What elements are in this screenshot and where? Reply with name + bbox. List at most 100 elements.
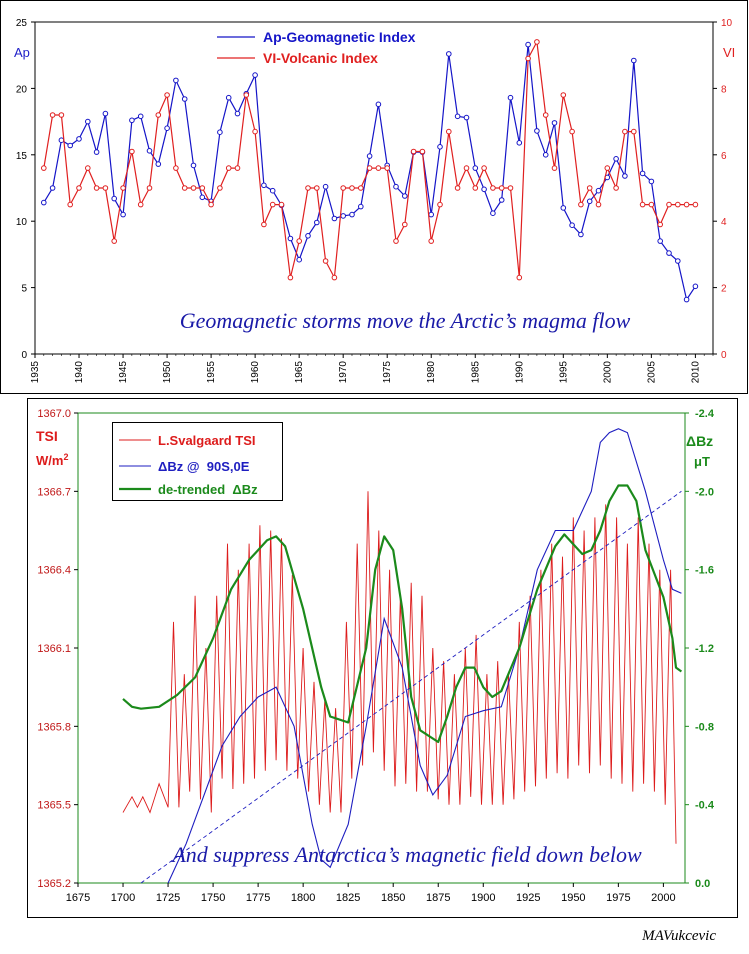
top-series-1-point-15 (173, 165, 179, 171)
top-x-tick-label-15: 2010 (690, 361, 701, 384)
top-series-0-point-49 (472, 165, 479, 171)
top-series-1-point-28 (287, 274, 294, 281)
bottom-chart: 1675 1700 1725 1750 1775 1800 1825 1850 1875 1900… (27, 398, 738, 918)
top-x-tick-label-2: 1945 (118, 361, 129, 384)
top-series-1-point-74 (692, 201, 699, 208)
bottom-right-axis: 0.0 -0.4 -0.8 -1.2 -1.6 -2.0 -2.4 (685, 408, 715, 890)
top-x-tick-label-3: 1950 (162, 361, 173, 384)
top-series-1-point-46 (446, 128, 452, 135)
top-series-1-point-3 (67, 201, 73, 208)
top-series-1-point-66 (622, 128, 628, 135)
top-series-0-point-47 (454, 113, 461, 120)
bottom-series-line-0 (122, 491, 677, 844)
top-series-0-point-44 (428, 211, 435, 218)
top-series-1-point-10 (129, 148, 135, 155)
units-base: W/m (36, 453, 63, 468)
top-series-1-point-59 (560, 92, 567, 98)
top-series-0-point-37 (366, 153, 373, 159)
top-x-tick-label-12: 1995 (558, 361, 569, 384)
top-x-tick-label-11: 1990 (514, 361, 525, 384)
top-series-1-point-6 (93, 185, 100, 191)
top-series-0-point-73 (683, 296, 690, 303)
top-series-1-point-31 (314, 185, 320, 191)
top-series-0-point-22 (234, 110, 241, 117)
top-series-1-point-60 (569, 128, 575, 135)
top-x-tick-label-10: 1985 (470, 361, 481, 384)
top-series-0-point-46 (446, 51, 452, 57)
top-series-1-point-72 (675, 201, 681, 208)
top-series-0-point-62 (586, 198, 593, 205)
top-series-0-point-3 (67, 142, 73, 149)
legend-label-ap: Ap-Geomagnetic Index (263, 29, 416, 45)
top-series-0-point-51 (490, 210, 496, 216)
top-series-0-point-17 (190, 162, 197, 169)
top-x-tick-label-0: 1935 (30, 361, 41, 384)
top-left-tick-label-2: 10 (16, 217, 28, 228)
top-series-1-point-32 (322, 258, 329, 264)
top-series-1-point-1 (49, 112, 56, 118)
top-right-axis-label: VI (723, 45, 735, 60)
top-series-1-point-52 (498, 185, 505, 191)
bottom-left-tick-label-2: 1365.8 (37, 721, 71, 733)
top-series-1-point-50 (481, 165, 487, 171)
top-legend: Ap-Geomagnetic Index VI-Volcanic Index (217, 29, 416, 66)
bottom-left-axis-label: TSI (36, 428, 58, 444)
top-series-0-point-4 (76, 136, 82, 142)
top-left-tick-label-4: 20 (16, 84, 28, 95)
top-series-1-point-56 (534, 39, 540, 45)
top-series-1-point-34 (340, 185, 347, 191)
top-x-tick-label-4: 1955 (206, 361, 217, 384)
top-series-0-point-60 (569, 222, 575, 228)
top-series-1-point-35 (349, 185, 355, 191)
top-series-0-point-48 (463, 114, 470, 121)
top-series-1-point-70 (657, 221, 664, 228)
top-series-0-point-36 (358, 203, 364, 210)
legend-label-dbz: ΔBz @ 90S,0E (158, 459, 250, 474)
top-series-0-point-54 (516, 140, 523, 146)
bottom-caption: And suppress Antarctica’s magnetic field… (170, 842, 642, 867)
top-series-1-point-5 (85, 165, 91, 171)
bottom-series-line-1 (167, 428, 682, 884)
bottom-x-tick-label-7: 1850 (381, 892, 405, 904)
top-series-0-point-57 (542, 152, 549, 158)
top-series-1-point-17 (190, 185, 197, 191)
top-chart: 1935 1940 1945 1950 1955 1960 1965 1970 1975 1980… (0, 0, 748, 394)
bottom-x-tick-label-12: 1975 (606, 892, 630, 904)
legend-label-tsi: L.Svalgaard TSI (158, 433, 256, 448)
top-series-1-point-8 (111, 238, 117, 244)
top-series-1-point-14 (164, 92, 170, 98)
top-series-1-point-26 (269, 201, 276, 208)
top-series-0-point-41 (402, 193, 408, 199)
top-series-1-point-11 (137, 201, 144, 208)
bottom-x-tick-label-8: 1875 (426, 892, 450, 904)
top-series-0-point-58 (551, 120, 558, 126)
top-series-0-point-38 (375, 101, 382, 108)
bottom-left-axis-units: W/m2 (36, 452, 68, 468)
top-series-0-point-74 (692, 283, 699, 290)
top-series-0-point-20 (217, 129, 223, 135)
top-series-0-point-14 (164, 125, 170, 131)
top-series-1-point-16 (181, 185, 188, 191)
top-right-tick-label-1: 2 (721, 284, 727, 295)
top-series-1-point-2 (58, 112, 65, 118)
top-series-1-point-27 (278, 201, 285, 208)
top-plot-area (34, 21, 714, 355)
bottom-left-tick-label-3: 1366.1 (37, 643, 71, 655)
top-series-0-point-2 (58, 137, 65, 143)
bottom-left-tick-label-0: 1365.2 (37, 878, 71, 890)
top-series-1-point-21 (225, 165, 232, 171)
bottom-x-axis: 1675 1700 1725 1750 1775 1800 1825 1850 1875 1900… (66, 883, 676, 904)
top-series-0-point-15 (173, 77, 179, 84)
bottom-legend: L.Svalgaard TSI ΔBz @ 90S,0E de-trended … (112, 422, 283, 501)
bottom-x-tick-label-1: 1700 (111, 892, 135, 904)
bottom-x-tick-label-11: 1950 (561, 892, 585, 904)
top-series-0-point-32 (322, 183, 329, 190)
bottom-series-line-2 (122, 484, 683, 744)
top-series-1-point-73 (683, 201, 690, 208)
top-series-1-point-49 (472, 185, 479, 191)
top-right-tick-label-5: 10 (721, 18, 733, 29)
top-series-1-point-40 (393, 238, 399, 244)
top-series (41, 39, 699, 303)
top-series-1-point-19 (208, 201, 214, 208)
